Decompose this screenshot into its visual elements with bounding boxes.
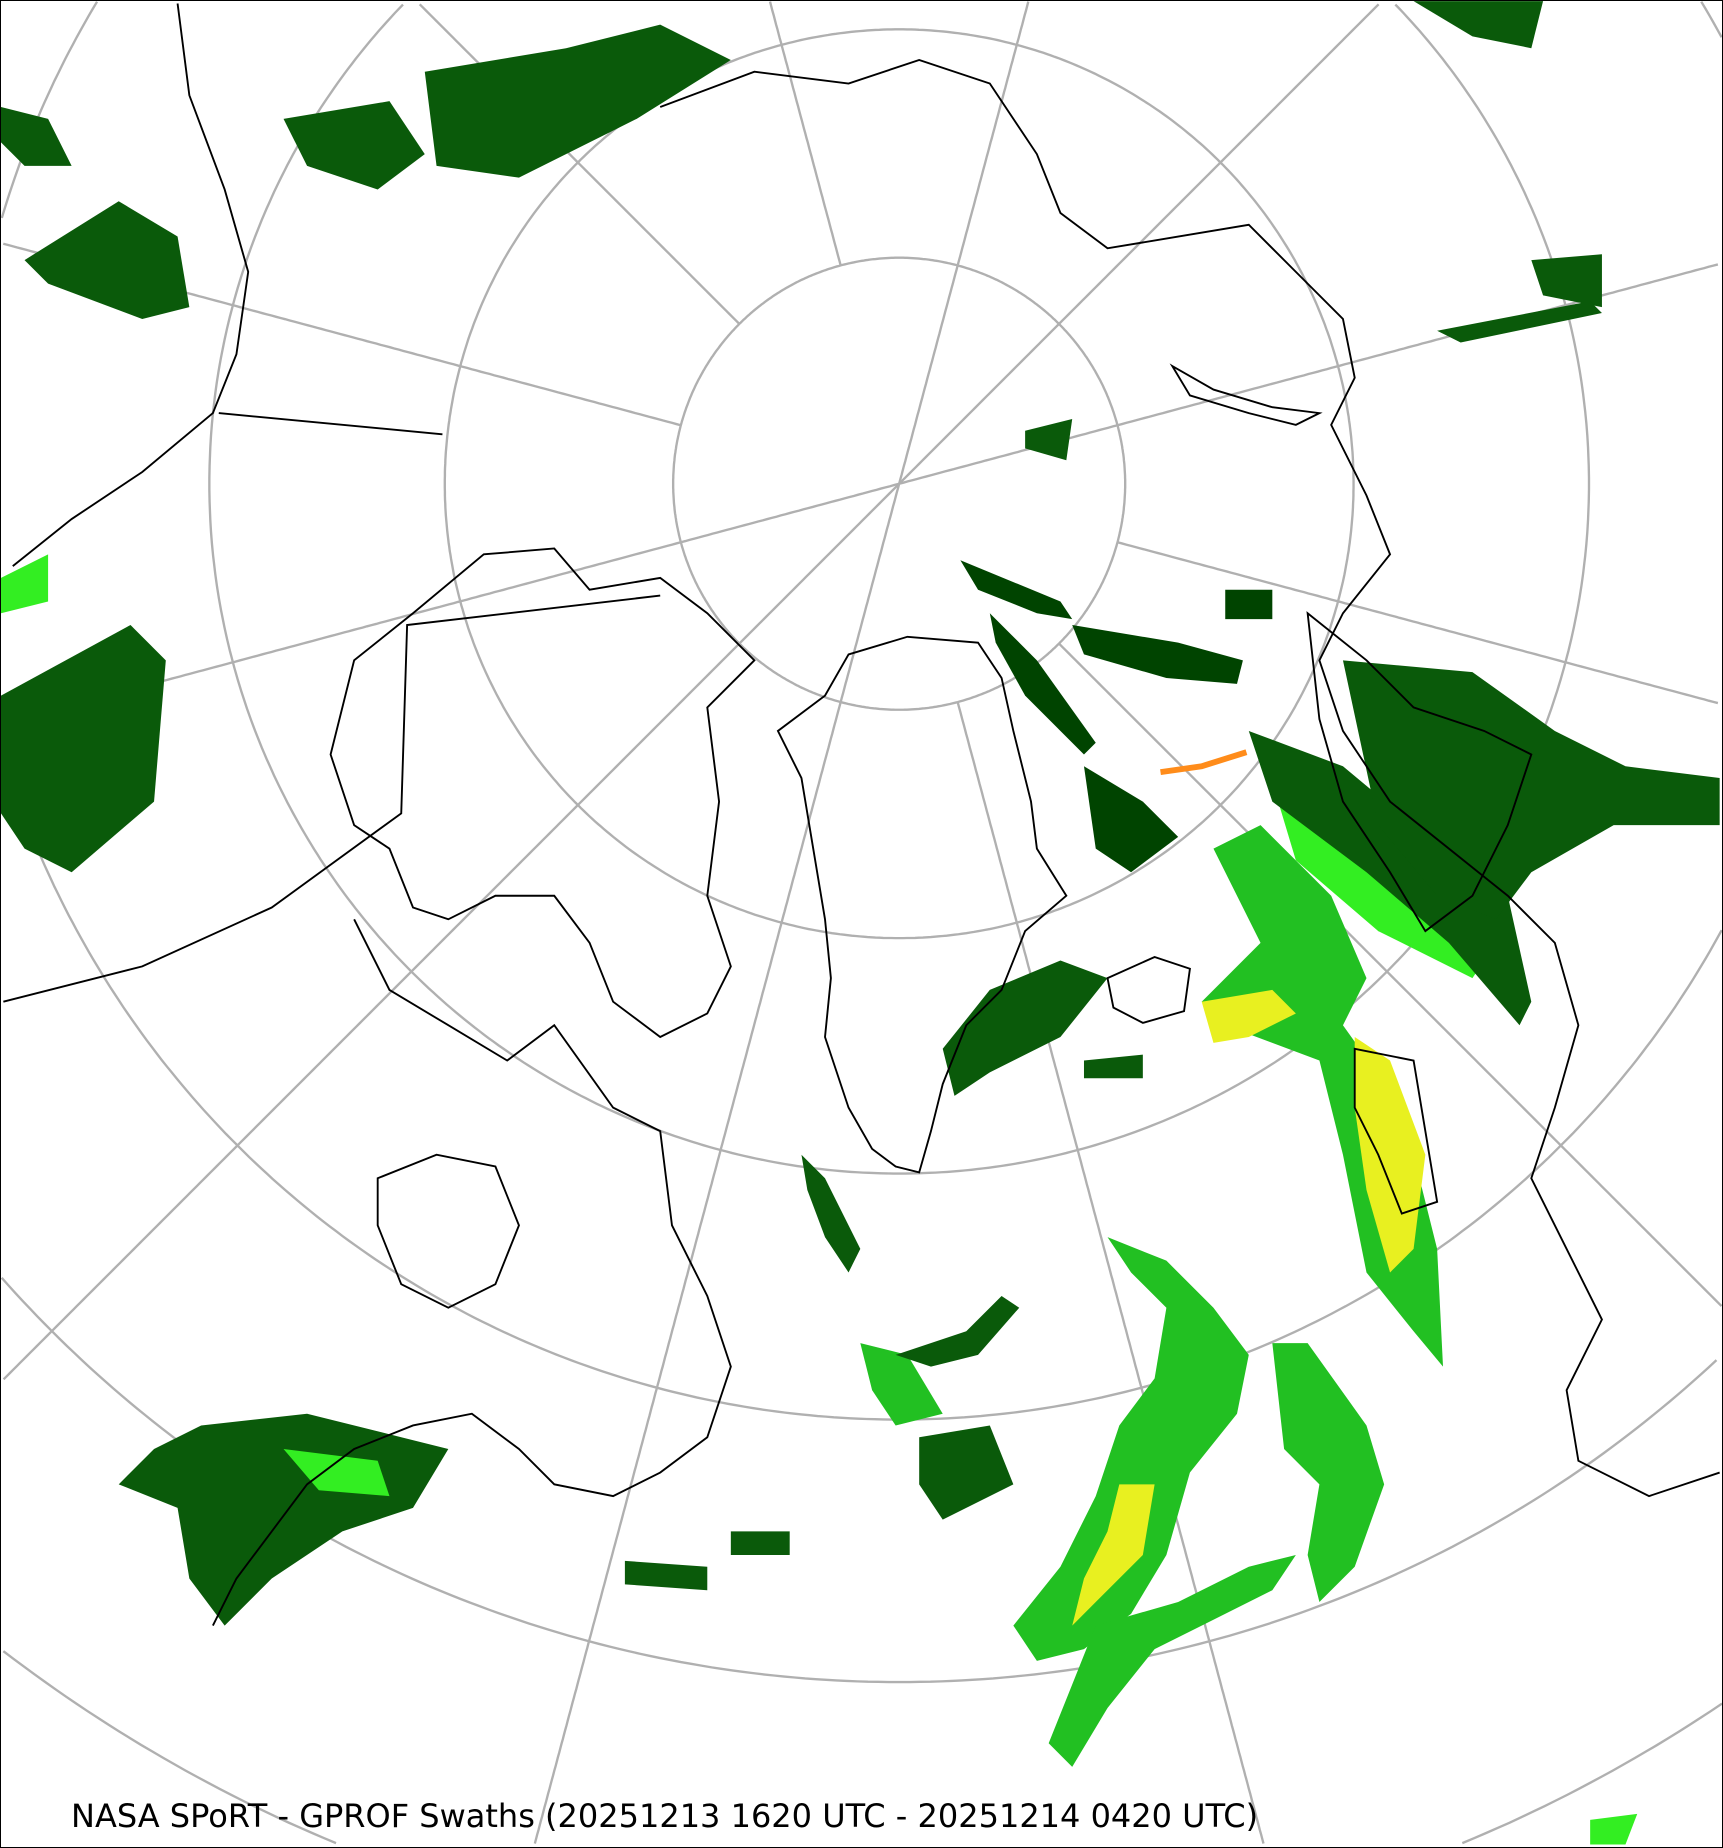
iceland-coastline xyxy=(1106,955,1191,1024)
coastlines xyxy=(3,3,1720,1627)
precip-area xyxy=(1013,1237,1249,1661)
meridian-line xyxy=(418,3,741,325)
precip-area xyxy=(24,201,190,319)
precip-area xyxy=(1048,1554,1296,1767)
precip-area xyxy=(1413,1,1544,49)
precip-area xyxy=(989,613,1096,755)
precip-area xyxy=(1201,989,1296,1043)
precip-area xyxy=(1225,589,1273,620)
precip-area xyxy=(1072,625,1243,684)
precip-area xyxy=(1272,1343,1385,1603)
latitude-circle xyxy=(1,1,1722,1421)
precip-area xyxy=(624,1560,708,1591)
precip-area xyxy=(1083,766,1179,873)
hudson-bay-coastline xyxy=(376,1153,520,1309)
canada-arctic-coastline xyxy=(329,547,756,1039)
precip-area xyxy=(1531,254,1602,308)
precip-area xyxy=(1,554,49,614)
meridian-line xyxy=(1058,642,1722,1307)
precip-area xyxy=(1590,1813,1638,1845)
precip-area xyxy=(860,1343,943,1426)
precip-area xyxy=(960,560,1073,620)
precip-area xyxy=(1072,1484,1155,1626)
precip-area xyxy=(1083,1054,1143,1079)
scandinavia-coastline xyxy=(1306,611,1533,933)
latitude-circle xyxy=(443,28,1355,940)
precip-area xyxy=(919,1425,1014,1520)
meridian-line xyxy=(533,483,901,1844)
precip-area xyxy=(424,24,731,178)
meridian-line xyxy=(768,1,842,266)
precip-area xyxy=(801,1154,861,1273)
novaya-zemlya-coastline xyxy=(1169,363,1323,426)
precip-area xyxy=(1437,301,1602,343)
eurasia-coastline xyxy=(659,58,1720,1498)
latitude-circle xyxy=(208,3,1591,1175)
precip-area xyxy=(895,1295,1020,1367)
precip-area xyxy=(1354,1037,1426,1273)
meridian-line xyxy=(2,482,901,1381)
meridian-line xyxy=(956,701,1265,1844)
british-isles-coastline xyxy=(1353,1047,1439,1215)
precip-area xyxy=(283,1449,390,1497)
canada-border xyxy=(3,412,661,1003)
latitude-circle xyxy=(2,1650,1722,1845)
latitude-circle xyxy=(671,256,1127,711)
precip-area xyxy=(730,1531,790,1555)
precip-area xyxy=(1,625,166,873)
greenland-coastline xyxy=(776,635,1068,1174)
meridian-line xyxy=(898,1,1030,485)
precip-area xyxy=(283,101,425,190)
alaska-coastline xyxy=(12,3,250,567)
precip-area xyxy=(1248,730,1532,1026)
precip-streak xyxy=(1160,749,1248,776)
map-title: NASA SPoRT - GPROF Swaths (20251213 1620… xyxy=(71,1797,1259,1835)
meridian-line xyxy=(898,3,1380,485)
precip-area xyxy=(1025,419,1073,461)
precip-area xyxy=(1342,660,1720,920)
precip-area xyxy=(118,1413,449,1626)
north-america-coastline xyxy=(212,918,732,1627)
meridian-line xyxy=(1117,541,1719,705)
precip-area xyxy=(1,107,72,166)
precip-area xyxy=(942,960,1108,1096)
